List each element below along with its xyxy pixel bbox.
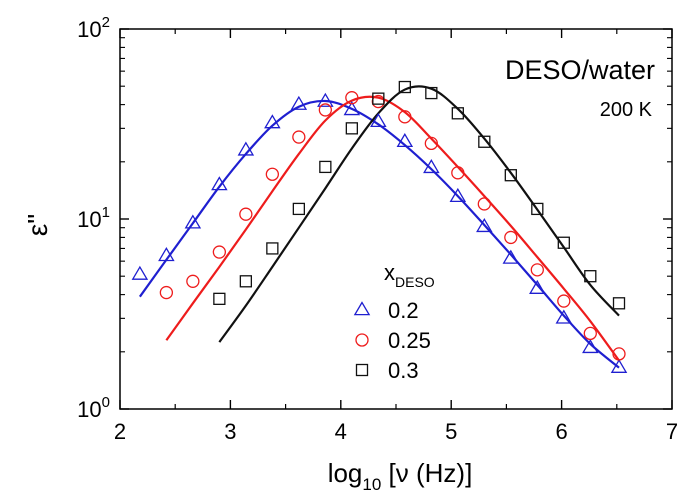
- data-point-series-1: [290, 95, 308, 110]
- legend-title-subscript: DESO: [395, 274, 435, 290]
- data-point-series-1: [264, 114, 281, 129]
- legend: 0.2 0.25 0.3: [353, 298, 431, 383]
- data-point-series-3: [266, 242, 279, 255]
- data-point-series-2: [292, 130, 306, 144]
- y-tick-label: 102: [77, 14, 110, 42]
- data-point-series-3: [292, 202, 305, 216]
- data-point-series-1: [476, 217, 493, 233]
- data-point-series-3: [531, 202, 544, 216]
- data-point-series-1: [529, 279, 546, 294]
- data-point-series-2: [530, 263, 544, 277]
- x-tick-label: 2: [114, 419, 126, 444]
- data-point-series-3: [213, 292, 226, 305]
- legend-label-series-2: 0.25: [388, 328, 431, 353]
- data-point-series-2: [186, 274, 200, 288]
- data-point-series-3: [504, 169, 517, 182]
- x-tick-label: 7: [666, 419, 678, 444]
- fit-line-series-1: [138, 99, 620, 369]
- data-point-series-1: [502, 249, 520, 264]
- system-annotation: DESO/water: [505, 55, 655, 85]
- axis-ticks: 2 3 4 5 6 7 100 101 102: [77, 14, 678, 444]
- data-point-series-3: [612, 297, 626, 310]
- x-axis-label: log10 [ν (Hz)]: [328, 458, 473, 493]
- x-tick-label: 4: [335, 419, 347, 444]
- data-point-series-3: [557, 236, 570, 249]
- data-point-series-1: [423, 159, 440, 174]
- data-point-series-2: [265, 167, 280, 181]
- data-point-series-2: [612, 347, 626, 361]
- y-axis-label: ε": [22, 214, 53, 236]
- data-point-series-2: [451, 166, 465, 180]
- data-point-series-2: [557, 294, 571, 308]
- data-point-series-1: [158, 247, 175, 262]
- data-point-series-1: [370, 112, 387, 128]
- data-point-series-3: [398, 80, 411, 94]
- data-point-series-3: [239, 275, 253, 288]
- legend-marker-series-3: [355, 363, 369, 377]
- data-point-series-2: [424, 136, 438, 151]
- data-point-series-3: [319, 160, 332, 174]
- data-point-series-3: [425, 86, 438, 100]
- data-point-series-2: [239, 207, 253, 221]
- fit-curves: [138, 85, 620, 369]
- data-points: [131, 80, 628, 373]
- data-point-series-1: [555, 309, 573, 324]
- data-point-series-2: [159, 285, 174, 300]
- data-point-series-3: [451, 107, 464, 120]
- y-tick-label: 101: [77, 204, 110, 232]
- data-point-series-2: [318, 103, 332, 117]
- x-axis-label-base: log: [328, 458, 363, 488]
- fit-line-series-3: [218, 85, 620, 343]
- legend-title-main: x: [384, 260, 395, 285]
- data-point-series-1: [317, 92, 334, 107]
- data-point-series-1: [396, 132, 414, 148]
- temperature-annotation: 200 K: [600, 99, 653, 121]
- data-point-series-1: [343, 101, 361, 116]
- data-point-series-3: [478, 135, 491, 148]
- data-point-series-2: [212, 245, 227, 259]
- legend-marker-series-1: [353, 301, 371, 316]
- data-point-series-2: [398, 110, 412, 124]
- data-point-series-1: [184, 214, 202, 229]
- data-point-series-3: [345, 122, 358, 135]
- data-point-series-2: [477, 197, 491, 211]
- data-point-series-1: [131, 265, 149, 280]
- data-point-series-2: [583, 326, 597, 341]
- legend-label-series-1: 0.2: [388, 298, 419, 323]
- x-axis-label-rest: [ν (Hz)]: [381, 458, 472, 488]
- legend-label-series-3: 0.3: [388, 358, 419, 383]
- x-tick-label: 6: [555, 419, 567, 444]
- legend-title: xDESO: [384, 260, 435, 290]
- x-tick-label: 5: [445, 419, 457, 444]
- fit-line-series-2: [165, 95, 620, 362]
- data-point-series-2: [504, 230, 518, 245]
- y-tick-label: 100: [77, 394, 110, 422]
- data-point-series-1: [237, 141, 255, 156]
- data-point-series-1: [211, 176, 228, 191]
- legend-marker-series-2: [355, 333, 369, 347]
- x-axis-label-subscript: 10: [362, 475, 381, 493]
- data-point-series-3: [372, 92, 385, 105]
- data-point-series-1: [449, 187, 467, 203]
- data-point-series-3: [584, 270, 597, 283]
- data-point-series-1: [582, 338, 599, 354]
- x-tick-label: 3: [224, 419, 236, 444]
- data-point-series-2: [345, 91, 359, 105]
- data-point-series-1: [610, 358, 628, 373]
